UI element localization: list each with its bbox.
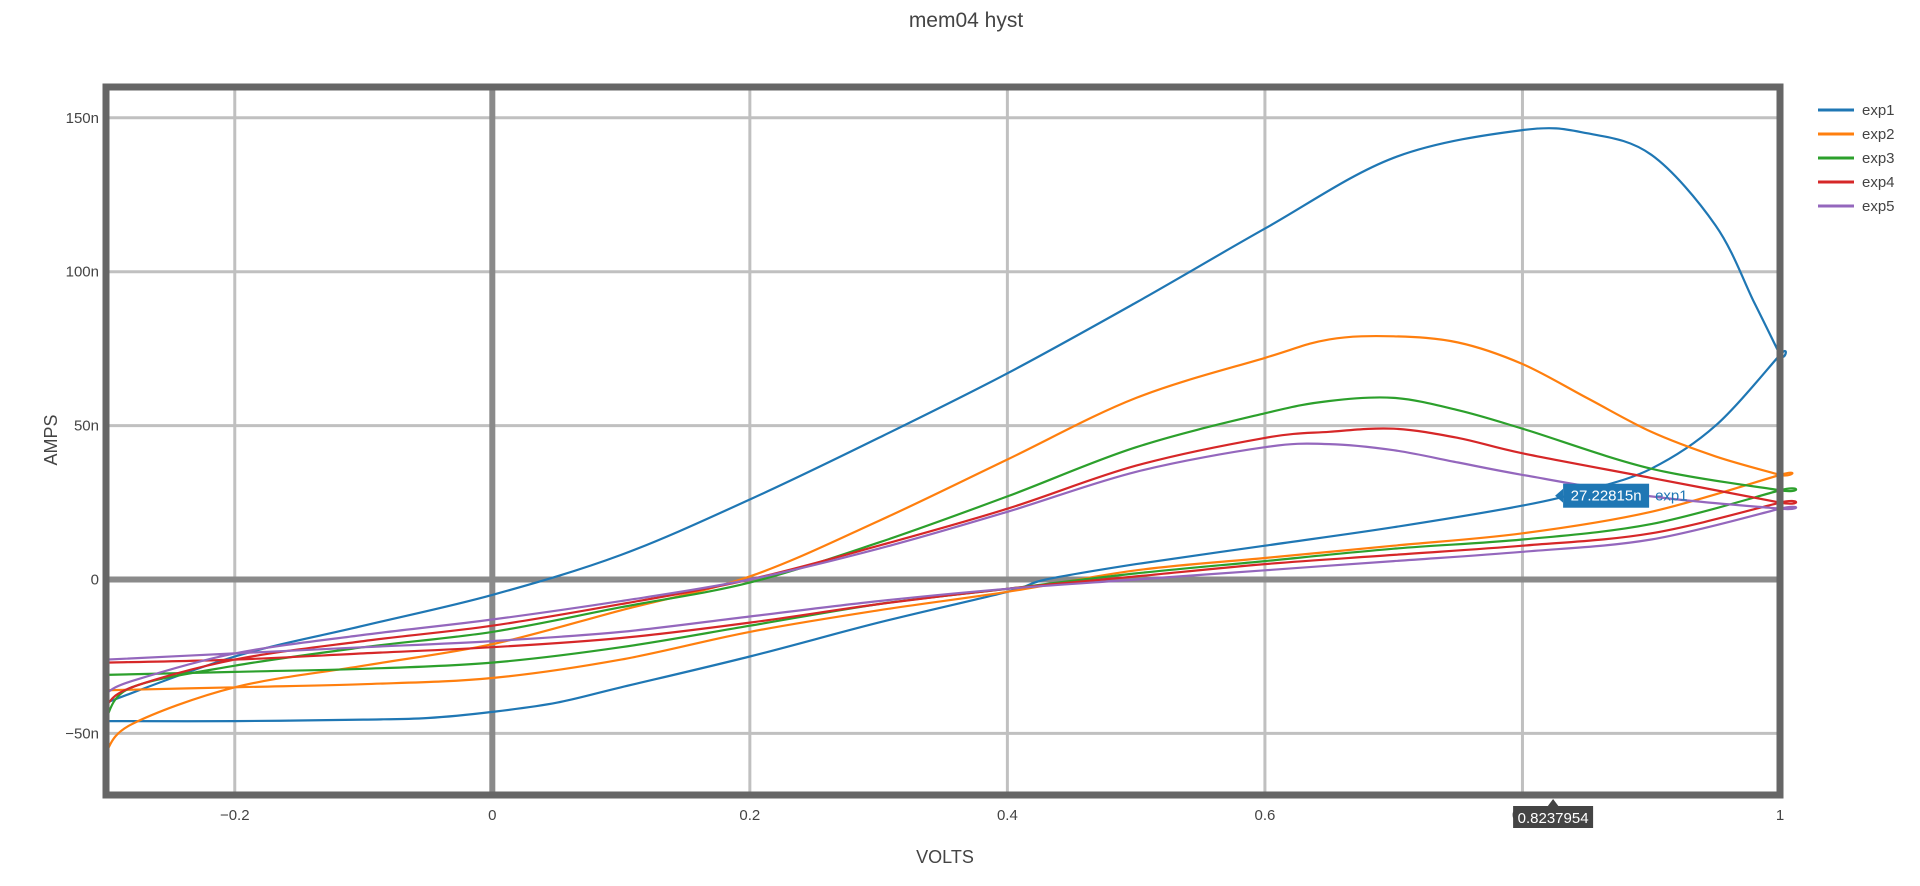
legend-item-exp3[interactable]: exp3 — [1818, 150, 1895, 167]
plot-series — [105, 127, 1798, 753]
hover-x-pointer — [1547, 799, 1560, 807]
legend-label: exp5 — [1862, 198, 1895, 215]
y-tick-label: 100n — [66, 264, 99, 281]
hover-y-value: 27.22815n — [1571, 488, 1642, 505]
zero-lines — [106, 87, 1780, 795]
legend-label: exp1 — [1862, 102, 1895, 119]
y-tick-label: 150n — [66, 110, 99, 127]
series-line-exp5[interactable] — [105, 442, 1798, 695]
y-axis-label: AMPS — [41, 414, 61, 465]
x-tick-label: −0.2 — [220, 807, 250, 824]
hover-x-box — [1513, 806, 1594, 828]
series-exp3[interactable] — [105, 396, 1798, 719]
legend: exp1 exp2 exp3 exp4 exp5 — [1818, 102, 1895, 215]
legend-item-exp5[interactable]: exp5 — [1818, 198, 1895, 215]
y-tick-label: 0 — [91, 572, 99, 589]
hover-tooltip: 0.8237954 27.22815n exp1 — [1513, 483, 1688, 828]
legend-item-exp2[interactable]: exp2 — [1818, 126, 1895, 143]
x-tick-label: 0.4 — [997, 807, 1018, 824]
legend-label: exp2 — [1862, 126, 1895, 143]
legend-item-exp1[interactable]: exp1 — [1818, 102, 1895, 119]
x-tick-label: 1 — [1776, 807, 1784, 824]
series-line-exp3[interactable] — [105, 396, 1798, 719]
hover-series-name: exp1 — [1655, 488, 1688, 505]
series-exp4[interactable] — [105, 427, 1798, 707]
y-tick-labels: −50n 0 50n 100n 150n — [65, 110, 99, 743]
series-exp5[interactable] — [105, 442, 1798, 695]
hover-y-pointer — [1555, 488, 1564, 503]
x-tick-label: 0.2 — [739, 807, 760, 824]
x-axis-label: VOLTS — [916, 847, 974, 867]
y-tick-label: −50n — [65, 725, 99, 742]
hover-y-label: 27.22815n exp1 — [1555, 483, 1688, 508]
legend-label: exp3 — [1862, 150, 1895, 167]
plot-frame[interactable] — [102, 83, 1784, 799]
series-line-exp4[interactable] — [105, 427, 1798, 707]
grid — [106, 87, 1782, 795]
chart-title: mem04 hyst — [909, 9, 1024, 32]
x-tick-label: 0 — [488, 807, 496, 824]
x-tick-label: 0.6 — [1254, 807, 1275, 824]
y-tick-label: 50n — [74, 418, 99, 435]
legend-label: exp4 — [1862, 174, 1895, 191]
hover-y-box — [1563, 483, 1650, 508]
legend-item-exp4[interactable]: exp4 — [1818, 174, 1895, 191]
hover-x-value: 0.8237954 — [1518, 810, 1589, 827]
hover-x-label: 0.8237954 — [1513, 799, 1594, 828]
